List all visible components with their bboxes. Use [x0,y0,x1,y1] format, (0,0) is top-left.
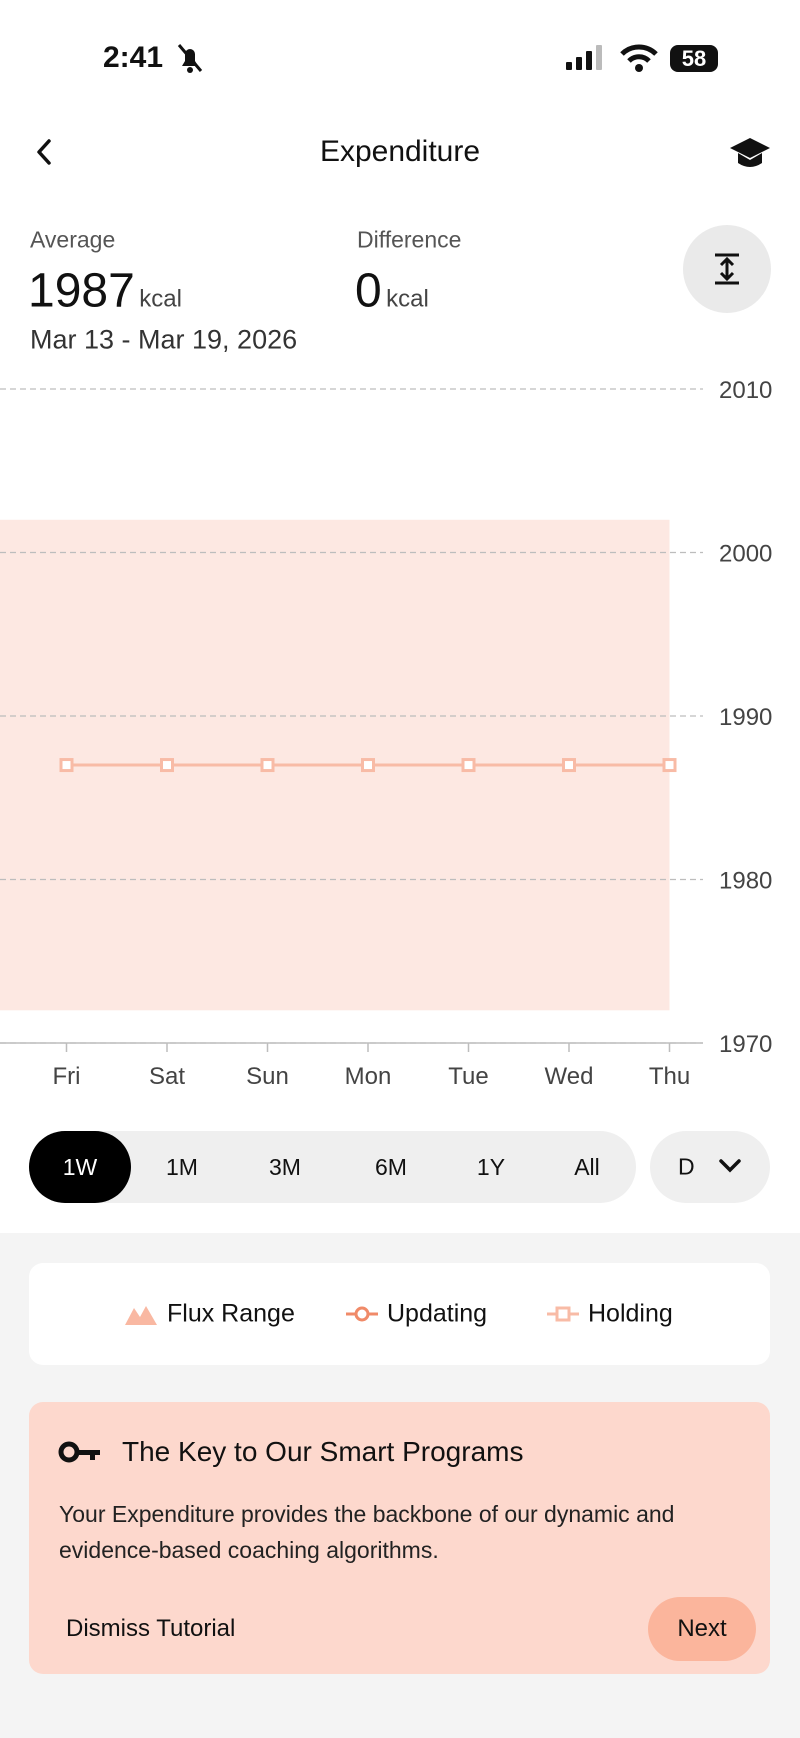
resolution-value: D [678,1153,695,1180]
y-tick-label: 1990 [719,704,772,731]
data-point [260,758,275,773]
silent-icon [177,44,203,73]
legend-icon-range [125,1306,157,1325]
page-title: Expenditure [319,135,481,168]
legend-card [29,1263,770,1365]
legend-icon-holding [547,1306,579,1322]
dismiss-button[interactable]: Dismiss Tutorial [66,1615,236,1642]
y-tick-label: 1970 [719,1031,772,1058]
x-tick-label: Tue [448,1063,488,1090]
average-label: Average [30,226,116,253]
scale-toggle[interactable] [683,225,771,313]
timeframe-option[interactable]: 6M [375,1153,407,1180]
timeframe-option[interactable]: 1Y [476,1153,506,1180]
back-button[interactable] [32,138,58,166]
timeframe-option[interactable]: All [574,1153,600,1180]
data-point [160,758,174,773]
key-icon [58,1441,100,1463]
next-button[interactable]: Next [648,1597,756,1661]
average-value: 1987 [28,264,135,318]
expenditure-chart: 1970 1980 1990 2000 2010 Fri Sat Sun Mon Tue Wed Th… [0,377,772,1090]
data-point [361,758,375,773]
flux-range [0,519,67,1011]
x-tick-label: Mon [345,1063,392,1090]
data-point [662,758,677,773]
battery-level: 58 [681,45,707,71]
legend-swatch [354,1306,370,1322]
resolution-dropdown[interactable]: D [650,1131,770,1203]
legend-swatch [555,1306,571,1322]
y-tick-label: 1980 [719,868,772,895]
y-tick-label: 2000 [719,541,772,568]
average: 1987 kcal [28,264,182,319]
legend-icon-updating [346,1306,378,1322]
timeframe-option[interactable]: 3M [269,1153,301,1180]
battery: 58 [670,45,718,72]
difference-value: 0 [355,264,382,318]
y-tick-label: 2010 [719,377,772,404]
timeframe-option[interactable]: 1M [166,1153,198,1180]
x-tick-label: Sat [149,1063,185,1090]
average-unit: kcal [139,285,182,313]
x-tick-label: Wed [545,1063,594,1090]
x-tick-label: Fri [53,1063,81,1090]
tutorial-card [29,1402,770,1674]
tutorial-body: Your Expenditure provides the backbone o… [59,1501,675,1563]
status-time: 2:41 [103,41,164,74]
learn-button[interactable] [729,136,771,170]
x-tick-label: Sun [246,1063,289,1090]
wifi-icon [620,44,658,72]
data-point [562,758,576,773]
signal-icon [566,45,602,70]
difference-label: Difference [357,226,462,253]
tutorial-title: The Key to Our Smart Programs [122,1436,524,1467]
date-range: Mar 13 - Mar 19, 2026 [30,324,298,355]
next-label: Next [677,1615,727,1642]
legend-label: Updating [387,1299,488,1328]
timeframe-option[interactable]: 1W [29,1131,131,1203]
legend-label: Holding [588,1299,673,1328]
legend-swatch [125,1306,157,1325]
chevron-down [719,1159,741,1173]
x-tick-label: Thu [649,1063,690,1090]
data-point [59,758,74,773]
difference: 0 kcal [355,264,429,319]
data-point [461,758,476,773]
legend-label: Flux Range [167,1299,295,1328]
difference-unit: kcal [386,285,429,313]
timeframe-selector: 1W 1M 3M 6M 1Y All [29,1131,636,1203]
